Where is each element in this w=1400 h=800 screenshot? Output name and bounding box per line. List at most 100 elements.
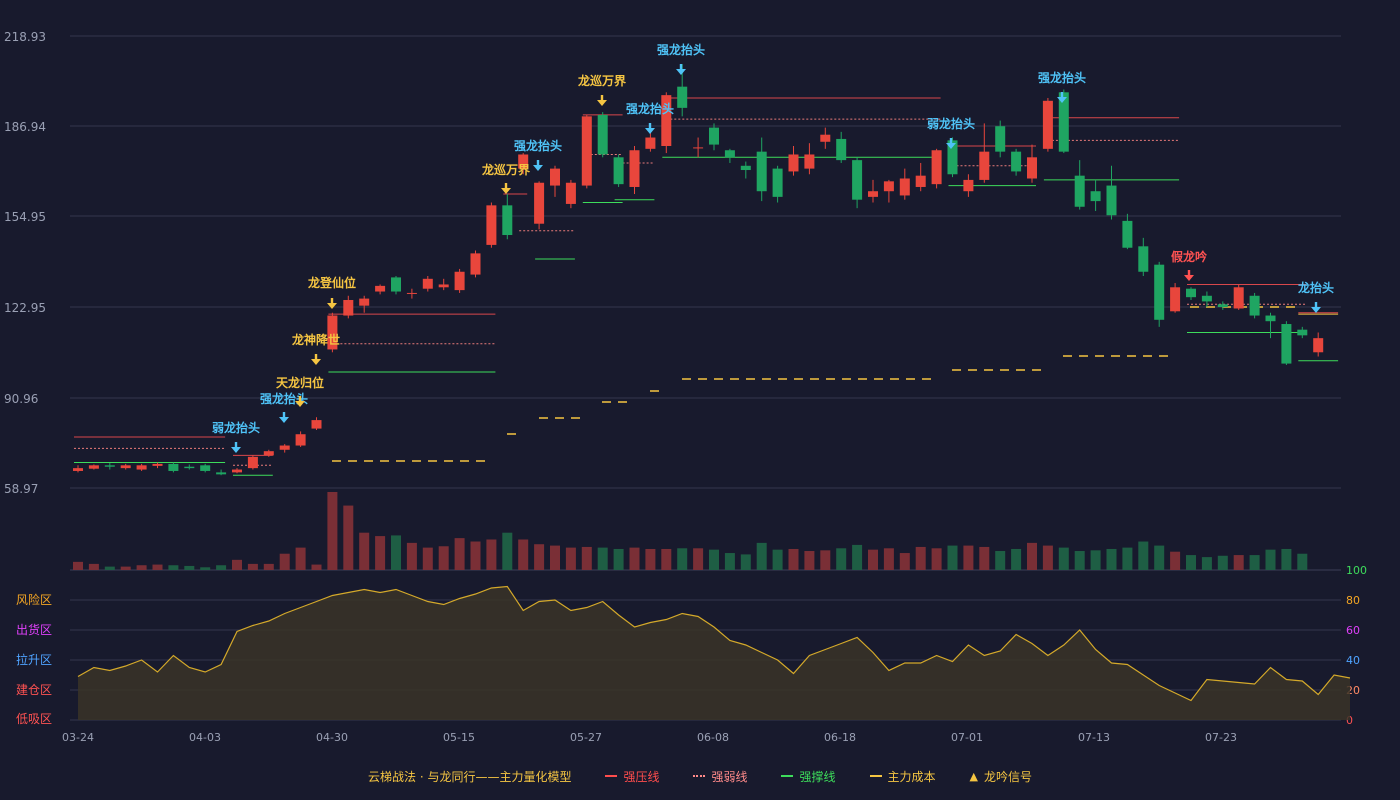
zone-label: 出货区 — [16, 622, 52, 637]
legend-title: 云梯战法 · 与龙同行——主力量化模型 — [368, 769, 572, 784]
volume-bar — [979, 546, 990, 570]
volume-bar — [645, 548, 656, 570]
candle-body — [931, 150, 942, 185]
candle-body — [629, 150, 640, 187]
candle-body — [661, 95, 672, 147]
candle-body — [597, 114, 608, 155]
candle-body — [1217, 304, 1228, 308]
volume-bar — [1154, 545, 1165, 570]
volume-bar — [136, 565, 147, 570]
date-tick-label: 06-18 — [824, 731, 856, 744]
volume-bar — [772, 549, 783, 570]
candle-body — [168, 463, 179, 471]
signal-label: 龙巡万界 — [578, 73, 626, 88]
volume-bar — [1201, 557, 1212, 570]
volume-bar — [915, 546, 926, 570]
candle-body — [1106, 185, 1117, 216]
candle-body — [104, 465, 115, 467]
candle-body — [740, 165, 751, 171]
oscillator-series — [77, 585, 1351, 720]
volume-bar — [1233, 555, 1244, 570]
candle-body — [406, 292, 417, 294]
signal-label: 龙神降世 — [292, 332, 340, 347]
signal-arrow-stem — [679, 64, 683, 70]
signal-arrow-icon — [501, 188, 511, 194]
signal-arrow-icon — [946, 143, 956, 149]
volume-bar — [804, 551, 815, 570]
candle-body — [486, 205, 497, 245]
candle-body — [995, 126, 1006, 152]
volume-bar — [295, 547, 306, 570]
price-tick-label: 90.96 — [4, 392, 38, 406]
volume-bar — [438, 546, 449, 570]
signal-label: 龙登仙位 — [308, 275, 356, 290]
candle-body — [1027, 157, 1037, 179]
volume-bar — [756, 542, 767, 570]
signal-arrow-stem — [600, 95, 604, 101]
signal-label: 强龙抬头 — [626, 101, 674, 116]
osc-tick-label: 100 — [1346, 564, 1367, 577]
signal-arrow-icon — [1311, 307, 1321, 313]
oscillator-area — [78, 586, 1350, 720]
volume-bar — [104, 566, 115, 570]
date-tick-label: 03-24 — [62, 731, 94, 744]
candle-body — [677, 86, 688, 108]
price-tick-label: 186.94 — [4, 120, 46, 134]
volume-bar — [1058, 547, 1069, 570]
candle-body — [263, 451, 274, 456]
volume-bar — [200, 567, 211, 570]
legend-item-dragon-signal[interactable]: ▲ 龙吟信号 — [970, 768, 1032, 785]
candle-body — [613, 157, 624, 185]
volume-bar — [677, 548, 688, 570]
signal-label: 强龙抬头 — [260, 391, 308, 406]
candle-body — [343, 300, 354, 316]
volume-bar — [534, 544, 545, 570]
zone-label: 建仓区 — [16, 683, 52, 697]
legend-item-strong-support[interactable]: 强撑线 — [781, 768, 836, 785]
signal-arrow-stem — [234, 442, 238, 448]
legend-item-main-cost[interactable]: 主力成本 — [869, 768, 936, 785]
zone-label: 拉升区 — [16, 652, 52, 667]
legend-label: 强压线 — [623, 769, 660, 784]
candle-body — [899, 178, 910, 196]
volume-bar — [120, 566, 131, 570]
volume-bar — [1249, 555, 1260, 570]
candle-body — [518, 154, 529, 169]
candle-body — [391, 277, 401, 292]
volume-bar — [1090, 550, 1101, 570]
candle-body — [1249, 295, 1260, 316]
candle-body — [184, 466, 195, 469]
signal-arrow-stem — [504, 183, 508, 189]
candle-body — [120, 465, 131, 469]
volume-bar — [406, 542, 417, 570]
signal-arrow-icon — [1184, 275, 1194, 281]
legend-item-strength-line[interactable]: 强弱线 — [693, 768, 747, 785]
price-tick-label: 122.95 — [4, 301, 46, 315]
volume-bar — [1074, 551, 1085, 570]
volume-bar — [184, 565, 195, 570]
candle-body — [852, 160, 863, 200]
legend-item-strong-pressure[interactable]: 强压线 — [605, 768, 659, 785]
candle-body — [279, 445, 290, 450]
volume-bar — [868, 549, 878, 570]
signal-arrow-stem — [314, 354, 318, 360]
signal-arrow-icon — [1057, 97, 1067, 103]
signal-label: 假龙吟 — [1171, 249, 1207, 264]
candle-body — [724, 150, 735, 158]
signal-label: 天龙归位 — [276, 375, 324, 390]
volume-bar — [1170, 551, 1181, 570]
volume-bar — [581, 546, 592, 570]
osc-tick-label: 80 — [1346, 594, 1360, 607]
candle-body — [1281, 324, 1292, 364]
volume-bar — [1217, 555, 1228, 570]
volume-bar — [931, 548, 942, 570]
candle-body — [1058, 92, 1069, 152]
candle-body — [375, 285, 386, 292]
signal-arrow-stem — [648, 123, 652, 129]
candle-body — [73, 468, 83, 471]
volume-bar — [1122, 547, 1133, 570]
candle-body — [836, 138, 847, 161]
